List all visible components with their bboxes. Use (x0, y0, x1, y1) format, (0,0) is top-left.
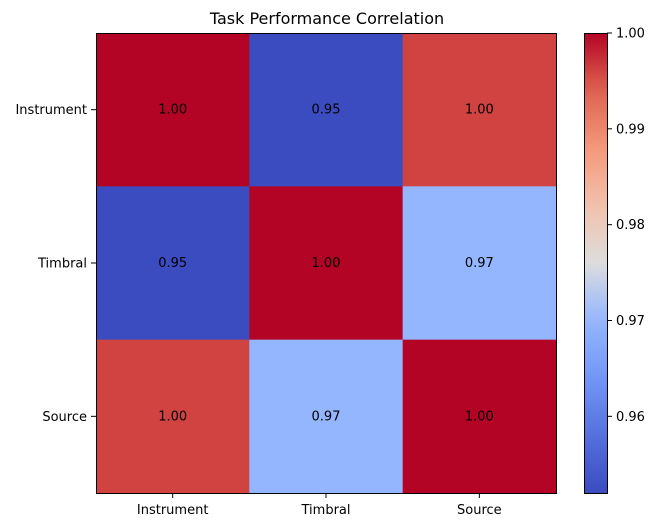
x-tick-label: Timbral (301, 503, 351, 518)
x-tick-label: Source (457, 503, 502, 518)
colorbar-tick-label: 0.99 (616, 122, 645, 137)
cell-label: 1.00 (465, 409, 494, 424)
heatmap-cell (402, 33, 557, 187)
cell-label: 1.00 (465, 103, 494, 118)
heatmap-cell (402, 186, 557, 341)
x-axis: Instrument Timbral Source (137, 493, 502, 518)
colorbar-tick-label: 0.97 (616, 314, 645, 329)
heatmap-cell (96, 339, 250, 494)
colorbar-frame (584, 33, 608, 494)
y-tick-label: Source (42, 410, 87, 425)
colorbar-ticks: 0.96 0.97 0.98 0.99 1.00 (607, 27, 645, 425)
x-tick-label: Instrument (137, 503, 209, 518)
cell-label: 0.95 (158, 256, 187, 271)
colorbar-gradient (584, 33, 607, 493)
cell-label: 1.00 (158, 103, 187, 118)
plot-frame (96, 33, 557, 494)
cell-label: 1.00 (312, 256, 341, 271)
heatmap-cell (249, 33, 404, 187)
heatmap-cells: 1.00 0.95 1.00 0.95 1.00 0.97 1.00 0.97 1.00 (96, 33, 557, 494)
colorbar-tick-label: 1.00 (616, 27, 645, 42)
heatmap-cell (402, 339, 557, 494)
y-axis: Instrument Timbral Source (15, 103, 96, 425)
heatmap-cell (96, 33, 250, 187)
heatmap-cell (249, 339, 404, 494)
y-tick-label: Timbral (37, 257, 87, 272)
y-tick-label: Instrument (15, 103, 87, 118)
cell-label: 0.95 (312, 103, 341, 118)
colorbar: 0.96 0.97 0.98 0.99 1.00 (584, 27, 645, 494)
colorbar-tick-label: 0.96 (616, 410, 645, 425)
cell-label: 0.97 (312, 409, 341, 424)
cell-label: 1.00 (158, 409, 187, 424)
heatmap-cell (249, 186, 404, 341)
heatmap-cell (96, 186, 250, 341)
cell-label: 0.97 (465, 256, 494, 271)
colorbar-tick-label: 0.98 (616, 218, 645, 233)
chart-title: Task Performance Correlation (209, 9, 444, 28)
